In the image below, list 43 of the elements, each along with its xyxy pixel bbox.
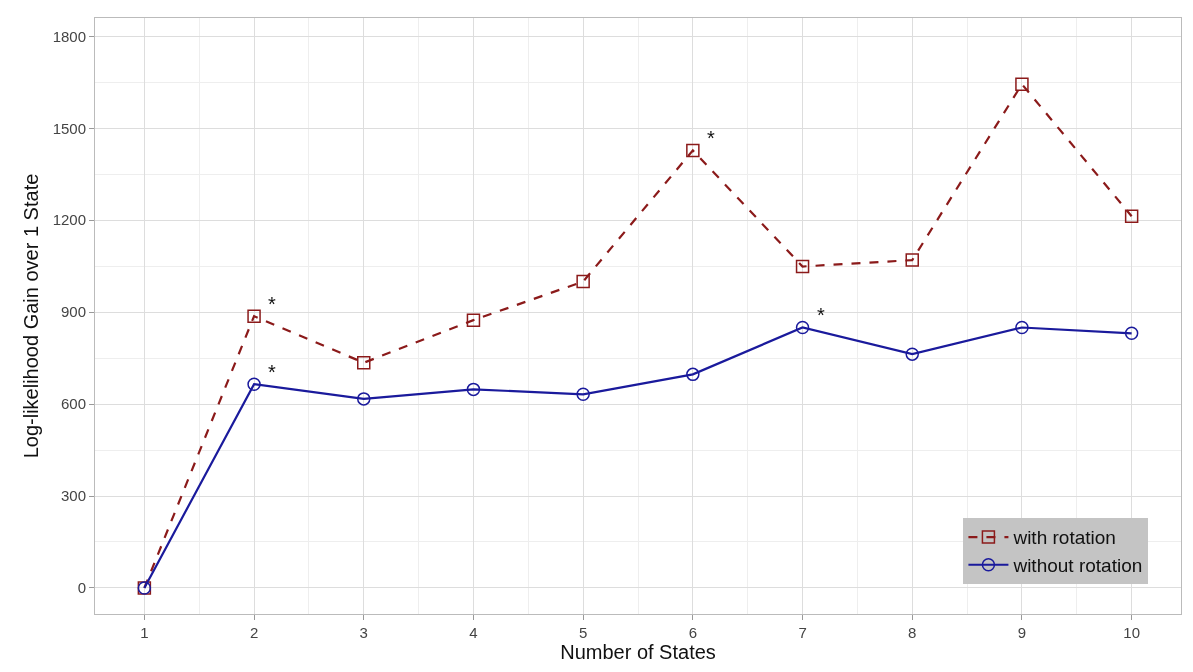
x-tick-label: 4 — [469, 624, 478, 641]
x-tick-label: 9 — [1017, 624, 1027, 641]
point — [1124, 209, 1139, 224]
y-tick-label: 300 — [60, 487, 86, 505]
legend-label: with rotation — [1012, 527, 1116, 549]
y-tick-label: 0 — [77, 579, 86, 597]
point — [686, 367, 700, 382]
annotation: * — [268, 361, 276, 383]
point — [576, 274, 590, 289]
point — [1124, 326, 1139, 341]
point — [247, 309, 261, 323]
point — [466, 382, 481, 397]
point — [905, 253, 919, 267]
annotation: * — [707, 127, 715, 149]
y-tick-label: 1200 — [52, 211, 86, 229]
y-tick-label: 1500 — [52, 119, 86, 137]
point — [357, 355, 371, 370]
point — [1015, 77, 1029, 91]
y-axis-title: Log-likelihood Gain over 1 State — [20, 173, 43, 459]
x-axis-title: Number of States — [560, 641, 716, 663]
x-tick-label: 7 — [798, 624, 807, 641]
y-tick-label: 900 — [60, 303, 86, 321]
annotation: * — [817, 304, 825, 326]
point — [686, 143, 700, 158]
point — [357, 392, 371, 406]
annotation: * — [268, 293, 276, 315]
point — [795, 320, 810, 335]
point — [1015, 320, 1029, 335]
x-tick-label: 5 — [578, 624, 588, 641]
point — [576, 387, 590, 402]
x-tick-label: 8 — [908, 624, 917, 641]
y-tick-label: 600 — [60, 395, 86, 413]
point — [795, 259, 810, 274]
x-tick-label: 3 — [359, 624, 368, 641]
point — [905, 347, 919, 361]
x-tick-label: 6 — [688, 624, 698, 641]
y-tick-label: 1800 — [52, 27, 86, 45]
legend-label: without rotation — [1012, 555, 1143, 577]
x-tick-label: 10 — [1123, 624, 1140, 641]
x-tick-label: 2 — [249, 624, 259, 641]
point — [247, 377, 261, 391]
x-tick-label: 1 — [140, 624, 149, 641]
point — [466, 313, 481, 327]
